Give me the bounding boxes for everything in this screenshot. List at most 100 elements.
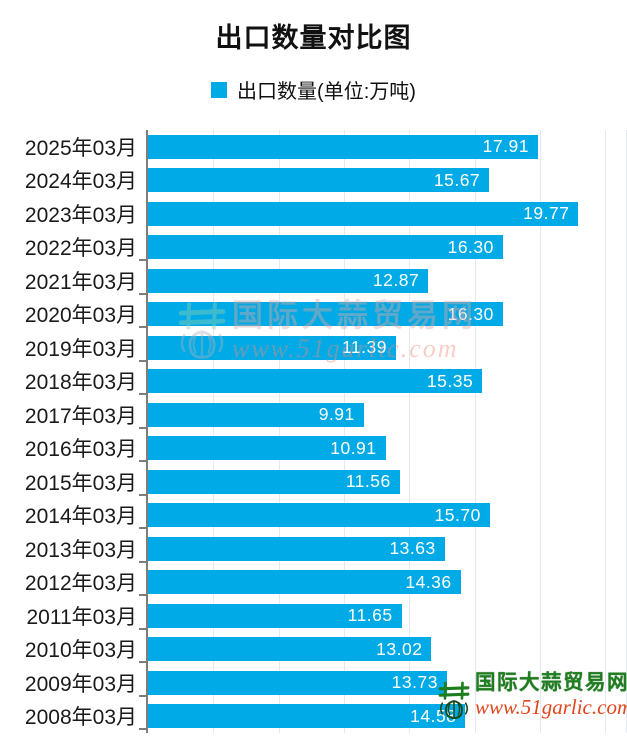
value-label: 11.65 [347, 605, 393, 626]
axis-tick [139, 728, 146, 730]
bar-track: 11.65 [148, 603, 627, 628]
value-label: 15.35 [426, 370, 474, 391]
value-label: 11.39 [341, 337, 387, 358]
category-label: 2021年03月 [24, 270, 137, 294]
bar[interactable]: 17.91 [148, 134, 538, 159]
bar[interactable]: 15.35 [148, 369, 483, 394]
chart-row: 2016年03月 10.91 [0, 432, 627, 466]
bar-track: 17.91 [148, 134, 627, 159]
bar-track: 13.73 [148, 670, 627, 695]
axis-tick [139, 594, 146, 596]
bar[interactable]: 16.30 [148, 302, 503, 327]
category-label: 2018年03月 [24, 371, 137, 395]
value-label: 15.70 [434, 504, 481, 525]
bar-track: 19.77 [148, 201, 627, 226]
category-label: 2011年03月 [26, 605, 137, 629]
category-label: 2012年03月 [24, 572, 137, 596]
category-label: 2019年03月 [24, 337, 137, 361]
bar[interactable]: 15.70 [148, 503, 490, 528]
category-label: 2024年03月 [24, 170, 137, 194]
category-label: 2020年03月 [24, 304, 137, 328]
bar[interactable]: 11.39 [148, 335, 396, 360]
category-label: 2017年03月 [24, 404, 137, 428]
category-label: 2023年03月 [24, 203, 137, 227]
gridline [343, 130, 345, 733]
bar-chart: 2025年03月 17.91 2024年03月 15.67 2023年03月 1… [0, 130, 627, 733]
value-label: 19.77 [523, 203, 570, 224]
axis-tick [139, 560, 146, 563]
chart-rows: 2025年03月 17.91 2024年03月 15.67 2023年03月 1… [0, 130, 627, 733]
category-label: 2014年03月 [24, 505, 137, 529]
bar-track: 15.35 [148, 369, 627, 394]
chart-row: 2021年03月 12.87 [0, 264, 627, 298]
value-label: 11.56 [345, 471, 391, 492]
value-label: 14.36 [405, 571, 452, 592]
bar-track: 12.87 [148, 268, 627, 293]
chart-row: 2015年03月 11.56 [0, 465, 627, 499]
chart-row: 2025年03月 17.91 [0, 130, 627, 164]
category-label: 2015年03月 [24, 471, 137, 495]
category-label: 2016年03月 [24, 438, 137, 462]
gridline [213, 130, 215, 733]
chart-row: 2011年03月 11.65 [0, 599, 627, 633]
chart-row: 2019年03月 11.39 [0, 331, 627, 365]
value-label: 17.91 [482, 136, 529, 157]
bar-track: 16.30 [148, 302, 627, 327]
category-label: 2008年03月 [24, 706, 137, 730]
axis-tick [139, 460, 146, 462]
chart-row: 2009年03月 13.73 [0, 666, 627, 700]
bar[interactable]: 16.30 [148, 235, 503, 260]
chart-row: 2022年03月 16.30 [0, 231, 627, 265]
bar[interactable]: 12.87 [148, 268, 429, 293]
bar[interactable]: 13.63 [148, 536, 445, 561]
bar[interactable]: 11.65 [148, 603, 402, 628]
gridline [409, 130, 411, 733]
axis-tick [139, 359, 146, 362]
bar-track: 15.70 [148, 503, 627, 528]
bar[interactable]: 15.67 [148, 168, 490, 193]
value-label: 16.30 [447, 303, 494, 324]
axis-tick [139, 259, 146, 261]
bar-track: 14.58 [148, 704, 627, 729]
bar[interactable]: 13.02 [148, 637, 432, 662]
legend: 出口数量(单位:万吨) [0, 75, 627, 104]
chart-row: 2017年03月 9.91 [0, 398, 627, 432]
chart-row: 2018年03月 15.35 [0, 365, 627, 399]
legend-item[interactable]: 出口数量(单位:万吨) [211, 75, 416, 104]
legend-label: 出口数量(单位:万吨) [237, 81, 416, 103]
bar[interactable]: 19.77 [148, 201, 579, 226]
gridline [278, 130, 280, 733]
bar-track: 13.02 [148, 637, 627, 662]
chart-row: 2023年03月 19.77 [0, 197, 627, 231]
bar[interactable]: 14.58 [148, 704, 466, 729]
chart-row: 2014年03月 15.70 [0, 499, 627, 533]
y-axis-line [146, 130, 148, 733]
axis-tick [139, 661, 146, 663]
bar[interactable]: 11.56 [148, 469, 400, 494]
bar[interactable]: 14.36 [148, 570, 461, 595]
value-label: 13.63 [389, 538, 436, 559]
chart-title: 出口数量对比图 [215, 23, 412, 53]
chart-row: 2024年03月 15.67 [0, 164, 627, 198]
axis-tick [139, 326, 146, 328]
bar[interactable]: 13.73 [148, 670, 447, 695]
bar-track: 13.63 [148, 536, 627, 561]
category-label: 2010年03月 [24, 639, 137, 663]
bar-track: 15.67 [148, 168, 627, 193]
axis-tick [139, 426, 146, 429]
bar-track: 11.39 [148, 335, 627, 360]
value-label: 10.91 [330, 437, 377, 458]
category-label: 2009年03月 [24, 672, 137, 696]
chart-row: 2012年03月 14.36 [0, 566, 627, 600]
bar[interactable]: 9.91 [148, 402, 364, 427]
bar-track: 16.30 [148, 235, 627, 260]
value-label: 13.02 [376, 638, 423, 659]
legend-swatch-icon [211, 81, 228, 98]
bar-track: 14.36 [148, 570, 627, 595]
category-label: 2025年03月 [24, 136, 137, 160]
gridline [539, 130, 541, 733]
value-label: 12.87 [372, 270, 420, 291]
bar[interactable]: 10.91 [148, 436, 386, 461]
value-label: 14.58 [410, 705, 457, 726]
